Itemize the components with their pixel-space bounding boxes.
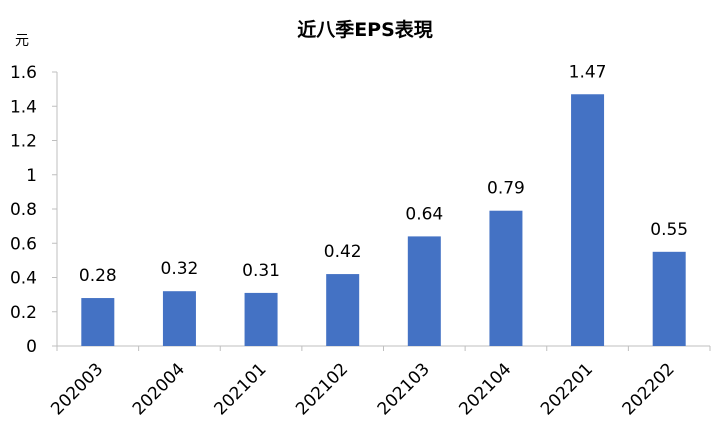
y-tick-label: 0 — [26, 337, 37, 357]
category-label-202201: 202201 — [537, 359, 597, 419]
data-label-202103: 0.64 — [405, 204, 443, 224]
data-labels: 0.28 0.32 0.31 0.42 0.64 0.79 1.47 0.55 — [79, 62, 688, 286]
bar-202103 — [407, 236, 441, 346]
bar-series — [81, 94, 686, 346]
bar-202202 — [652, 251, 686, 346]
bar-202102 — [326, 274, 360, 346]
data-label-202102: 0.42 — [324, 242, 362, 262]
category-label-202003: 202003 — [47, 359, 107, 419]
y-tick-label: 1.4 — [10, 97, 37, 117]
y-tick-label: 0.2 — [10, 303, 37, 323]
bar-202003 — [81, 298, 115, 346]
y-tick-label: 1 — [26, 166, 37, 186]
category-label-202104: 202104 — [455, 359, 515, 419]
category-labels: 202003 202004 202101 202102 202103 202104 2022… — [47, 359, 678, 419]
bar-202004 — [162, 291, 196, 346]
data-label-202101: 0.31 — [242, 261, 280, 281]
y-axis-ticks: 0 0.2 0.4 0.6 0.8 1 1.2 1.4 1.6 — [10, 63, 57, 357]
x-axis-ticks — [56, 346, 711, 351]
category-label-202202: 202202 — [619, 359, 679, 419]
category-label-202101: 202101 — [211, 359, 271, 419]
chart-title: 近八季EPS表現 — [297, 18, 433, 41]
y-tick-label: 1.6 — [10, 63, 37, 83]
y-tick-label: 0.8 — [10, 200, 37, 220]
data-label-202202: 0.55 — [650, 220, 688, 240]
y-axis-unit-label: 元 — [15, 33, 29, 49]
bar-202201 — [571, 94, 605, 346]
data-label-202201: 1.47 — [569, 62, 607, 82]
y-tick-label: 0.4 — [10, 269, 37, 289]
y-tick-label: 1.2 — [10, 132, 37, 152]
bar-202101 — [244, 292, 278, 346]
data-label-202004: 0.32 — [161, 259, 199, 279]
data-label-202003: 0.28 — [79, 266, 117, 286]
data-label-202104: 0.79 — [487, 179, 525, 199]
bar-202104 — [489, 210, 523, 346]
category-label-202102: 202102 — [292, 359, 352, 419]
category-label-202103: 202103 — [374, 359, 434, 419]
category-label-202004: 202004 — [129, 359, 189, 419]
y-tick-label: 0.6 — [10, 234, 37, 254]
